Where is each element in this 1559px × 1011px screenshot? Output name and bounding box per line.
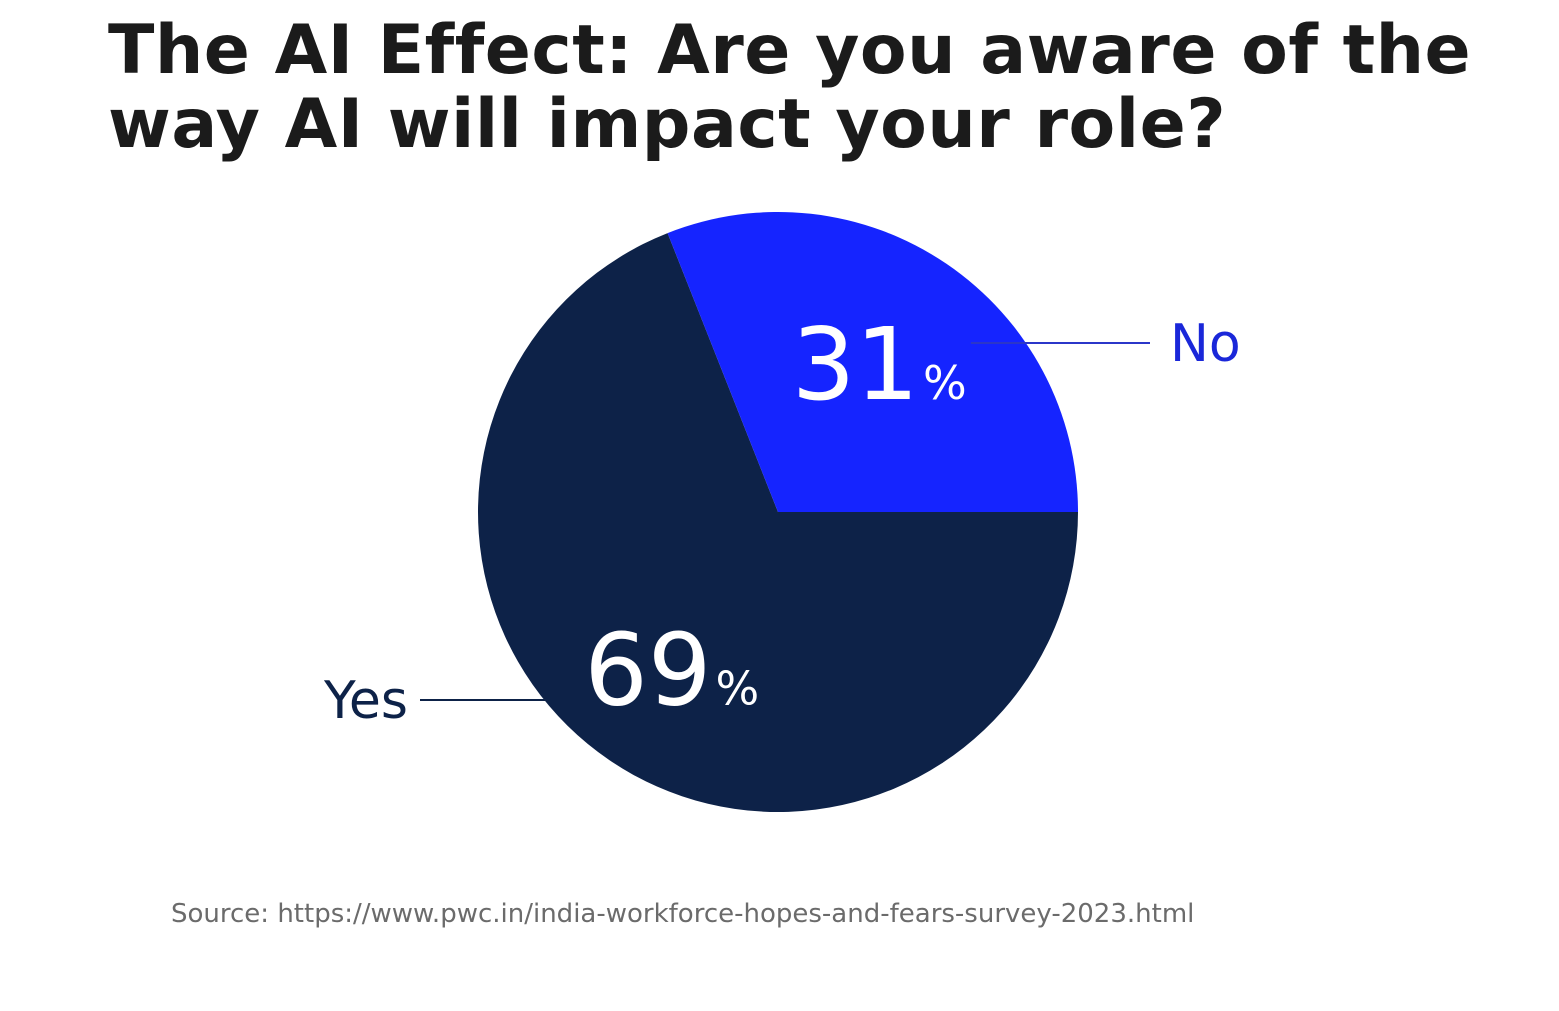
slice-label-no: No [1170,314,1241,374]
pie-slice-yes [478,233,1079,813]
pie-labels: 69% Yes 31% No [323,306,1241,731]
slice-label-yes: Yes [323,671,408,731]
chart-title: The AI Effect: Are you aware of the way … [108,11,1472,164]
slice-value-number-no: 31 [792,306,919,423]
slice-value-unit-no: % [923,356,967,410]
slice-value-number-yes: 69 [584,611,711,728]
pie-slices [478,211,1079,813]
source-note: Source: https://www.pwc.in/india-workfor… [171,899,1195,929]
slice-value-yes: 69% [584,611,759,728]
slice-value-unit-yes: % [716,661,760,715]
pie-slice-no [667,211,1078,513]
slice-value-no: 31% [792,306,967,423]
